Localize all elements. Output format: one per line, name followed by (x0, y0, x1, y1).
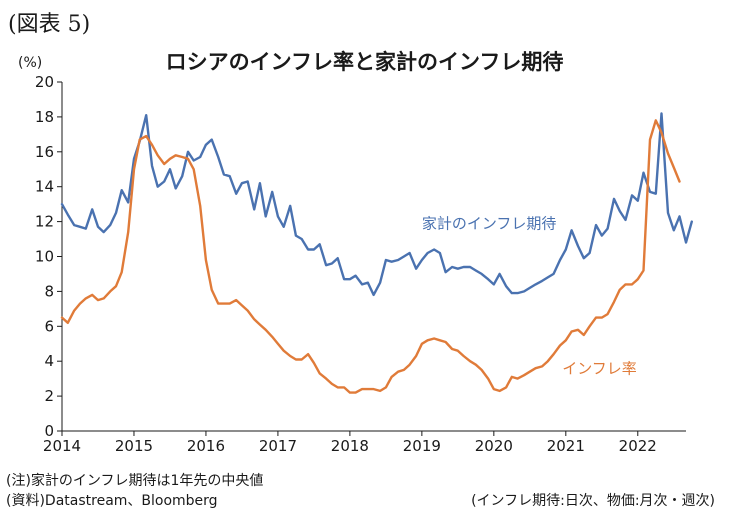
series-line-1 (60, 119, 681, 394)
y-tick-label: 16 (35, 143, 54, 161)
y-tick-label: 0 (44, 422, 54, 440)
figure-label: (図表 5) (8, 12, 91, 37)
y-tick-label: 10 (35, 248, 54, 266)
x-tick-label: 2019 (403, 437, 441, 455)
y-tick-label: 6 (44, 317, 54, 335)
chart-axes: 0 2 4 6 8 10 12 14 16 18 20 2014 2015 2016 2017 2018 201… (35, 73, 686, 455)
y-tick-label: 20 (35, 73, 54, 91)
y-tick-label: 14 (35, 178, 54, 196)
footnote: (注)家計のインフレ期待は1年先の中央値 (6, 473, 264, 489)
y-tick-label: 12 (35, 213, 54, 231)
x-tick-label: 2021 (547, 437, 585, 455)
x-tick-label: 2020 (475, 437, 513, 455)
x-tick-label: 2015 (115, 437, 153, 455)
y-tick-label: 18 (35, 108, 54, 126)
y-tick-label: 4 (44, 352, 54, 370)
source-note: (資料)Datastream、Bloomberg (6, 493, 218, 509)
x-tick-label: 2022 (619, 437, 657, 455)
y-axis-unit: (%) (18, 55, 43, 71)
x-tick-label: 2018 (331, 437, 369, 455)
frequency-note: (インフレ期待:日次、物価:月次・週次) (471, 493, 715, 509)
chart-title: ロシアのインフレ率と家計のインフレ期待 (165, 50, 564, 74)
y-tick-label: 2 (44, 387, 54, 405)
x-tick-label: 2016 (187, 437, 225, 455)
series-label-1: インフレ率 (562, 359, 637, 377)
y-tick-label: 8 (44, 282, 54, 300)
series-label-0: 家計のインフレ期待 (422, 215, 557, 233)
x-tick-label: 2014 (43, 437, 81, 455)
series-line-0 (60, 112, 693, 297)
x-tick-label: 2017 (259, 437, 297, 455)
